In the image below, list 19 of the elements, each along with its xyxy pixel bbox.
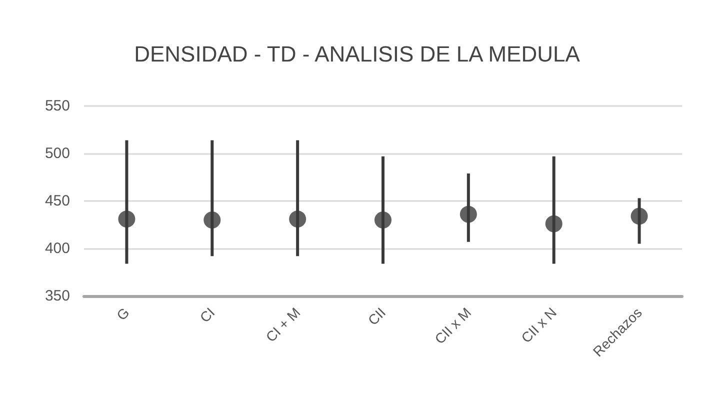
x-tick-label: CII x N [518,304,560,346]
point [204,212,221,228]
y-tick-label: 350 [44,288,70,304]
point [460,206,477,223]
point [118,210,136,228]
point [630,208,648,225]
y-tick-label: 400 [44,240,70,257]
y-tick-label: 550 [44,98,70,114]
point [374,212,392,228]
x-tick-label: G [113,304,132,324]
x-tick-label: CI + M [262,304,304,346]
y-tick-label: 450 [44,192,70,210]
point [289,210,306,228]
x-tick-label: CII x M [431,304,474,347]
x-tick-label: CII [364,304,389,328]
point [545,215,562,232]
y-tick-label: 500 [44,145,70,162]
x-tick-label: CI [196,304,218,326]
chart-title: DENSIDAD - TD - ANALISIS DE LA MEDULA [134,42,580,66]
